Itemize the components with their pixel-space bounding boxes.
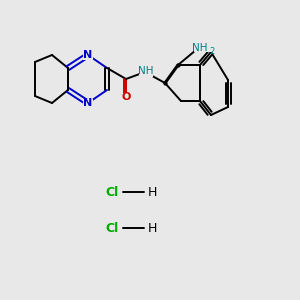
Text: O: O	[121, 92, 131, 102]
Text: NH: NH	[192, 43, 208, 53]
Bar	[194, 42, 214, 52]
Text: H: H	[147, 185, 157, 199]
Text: Cl: Cl	[105, 221, 119, 235]
Text: N: N	[83, 50, 93, 60]
Bar	[139, 68, 153, 76]
Bar	[121, 92, 131, 101]
Bar	[83, 50, 93, 59]
Text: H: H	[147, 221, 157, 235]
Text: Cl: Cl	[105, 185, 119, 199]
Text: NH: NH	[138, 66, 154, 76]
Bar	[83, 98, 93, 107]
Text: N: N	[83, 98, 93, 108]
Text: 2: 2	[209, 46, 214, 56]
